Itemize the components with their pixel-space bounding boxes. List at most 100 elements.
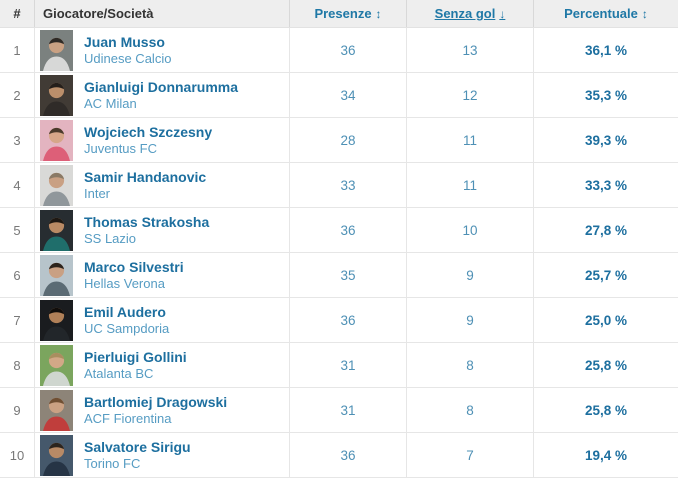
- player-name-link[interactable]: Samir Handanovic: [84, 169, 207, 185]
- presenze-value: 36: [340, 42, 356, 58]
- player-name-link[interactable]: Juan Musso: [84, 34, 165, 50]
- player-text: Bartlomiej Dragowski ACF Fiorentina: [84, 395, 227, 425]
- player-photo[interactable]: [40, 74, 73, 116]
- table-row: 10 Salvatore Sirigu Torino FC 36 7 1: [0, 433, 678, 478]
- player-cell: Thomas Strakosha SS Lazio: [35, 208, 290, 252]
- player-photo[interactable]: [40, 164, 73, 206]
- sort-updown-icon[interactable]: ↕: [375, 7, 382, 21]
- player-name-link[interactable]: Pierluigi Gollini: [84, 349, 187, 365]
- senza-gol-value: 10: [462, 222, 478, 238]
- player-text: Salvatore Sirigu Torino FC: [84, 440, 191, 470]
- percentuale-cell: 25,8 %: [534, 388, 678, 432]
- rank-number: 7: [13, 312, 21, 328]
- player-name-link[interactable]: Emil Audero: [84, 304, 166, 320]
- presenze-cell: 36: [290, 433, 407, 477]
- presenze-value: 28: [340, 132, 356, 148]
- presenze-cell: 36: [290, 208, 407, 252]
- presenze-cell: 36: [290, 298, 407, 342]
- rank-cell: 2: [0, 73, 35, 117]
- presenze-value: 33: [340, 177, 356, 193]
- percentuale-value: 25,8 %: [584, 402, 628, 418]
- player-name-link[interactable]: Marco Silvestri: [84, 259, 184, 275]
- senza-gol-value: 11: [462, 132, 477, 148]
- player-cell: Emil Audero UC Sampdoria: [35, 298, 290, 342]
- player-photo[interactable]: [40, 344, 73, 386]
- club-name-link[interactable]: Juventus FC: [84, 141, 157, 156]
- sort-percentuale-link[interactable]: Percentuale ↕: [564, 6, 648, 21]
- sort-down-icon[interactable]: ↓: [499, 7, 506, 21]
- senza-gol-value: 12: [462, 87, 478, 103]
- player-name-link[interactable]: Salvatore Sirigu: [84, 439, 191, 455]
- senza-gol-value: 8: [466, 357, 474, 373]
- table-row: 3 Wojciech Szczesny Juventus FC 28 11: [0, 118, 678, 163]
- rank-cell: 3: [0, 118, 35, 162]
- club-name-link[interactable]: UC Sampdoria: [84, 321, 170, 336]
- table-row: 4 Samir Handanovic Inter 33 11 33,3: [0, 163, 678, 208]
- header-senza-gol: Senza gol ↓: [407, 0, 534, 27]
- player-name-link[interactable]: Gianluigi Donnarumma: [84, 79, 239, 95]
- rank-cell: 7: [0, 298, 35, 342]
- player-photo[interactable]: [40, 209, 73, 251]
- percentuale-value: 36,1 %: [584, 42, 628, 58]
- club-name-link[interactable]: Hellas Verona: [84, 276, 165, 291]
- senza-gol-cell: 7: [407, 433, 534, 477]
- club-name-link[interactable]: Atalanta BC: [84, 366, 154, 381]
- header-percentuale: Percentuale ↕: [534, 0, 678, 27]
- percentuale-cell: 25,8 %: [534, 343, 678, 387]
- player-photo[interactable]: [40, 29, 73, 71]
- percentuale-value: 19,4 %: [584, 447, 628, 463]
- rank-number: 1: [13, 42, 21, 58]
- sort-senza-gol-link[interactable]: Senza gol ↓: [434, 6, 506, 21]
- presenze-cell: 31: [290, 343, 407, 387]
- rank-number: 10: [9, 447, 25, 463]
- rank-cell: 6: [0, 253, 35, 297]
- table-body: 1 Juan Musso Udinese Calcio 36 13 36: [0, 28, 678, 478]
- table-row: 8 Pierluigi Gollini Atalanta BC 31 8: [0, 343, 678, 388]
- player-name-link[interactable]: Thomas Strakosha: [84, 214, 210, 230]
- player-cell: Marco Silvestri Hellas Verona: [35, 253, 290, 297]
- club-name-link[interactable]: Udinese Calcio: [84, 51, 172, 66]
- club-name-link[interactable]: Torino FC: [84, 456, 141, 471]
- club-name-link[interactable]: SS Lazio: [84, 231, 137, 246]
- presenze-value: 36: [340, 447, 356, 463]
- senza-gol-cell: 13: [407, 28, 534, 72]
- player-name-link[interactable]: Wojciech Szczesny: [84, 124, 213, 140]
- player-photo[interactable]: [40, 119, 73, 161]
- presenze-value: 36: [340, 312, 356, 328]
- presenze-cell: 36: [290, 28, 407, 72]
- club-name-link[interactable]: AC Milan: [84, 96, 137, 111]
- rank-cell: 5: [0, 208, 35, 252]
- presenze-value: 31: [340, 357, 356, 373]
- sort-presenze-link[interactable]: Presenze ↕: [314, 6, 382, 21]
- rank-number: 9: [13, 402, 21, 418]
- rank-cell: 9: [0, 388, 35, 432]
- sort-updown-icon[interactable]: ↕: [641, 7, 648, 21]
- senza-gol-cell: 9: [407, 253, 534, 297]
- rank-number: 5: [13, 222, 21, 238]
- percentuale-value: 39,3 %: [584, 132, 628, 148]
- club-name-link[interactable]: ACF Fiorentina: [84, 411, 172, 426]
- player-name-link[interactable]: Bartlomiej Dragowski: [84, 394, 228, 410]
- senza-gol-cell: 8: [407, 388, 534, 432]
- presenze-value: 31: [340, 402, 356, 418]
- presenze-cell: 34: [290, 73, 407, 117]
- player-text: Juan Musso Udinese Calcio: [84, 35, 171, 65]
- presenze-value: 35: [340, 267, 356, 283]
- player-photo[interactable]: [40, 299, 73, 341]
- senza-gol-cell: 12: [407, 73, 534, 117]
- presenze-value: 36: [340, 222, 356, 238]
- header-rank-label: #: [13, 6, 21, 21]
- presenze-cell: 33: [290, 163, 407, 207]
- header-player-label: Giocatore/Società: [43, 6, 154, 21]
- player-photo[interactable]: [40, 389, 73, 431]
- player-photo[interactable]: [40, 254, 73, 296]
- rank-number: 2: [13, 87, 21, 103]
- player-cell: Pierluigi Gollini Atalanta BC: [35, 343, 290, 387]
- club-name-link[interactable]: Inter: [84, 186, 111, 201]
- player-photo[interactable]: [40, 434, 73, 476]
- rank-cell: 4: [0, 163, 35, 207]
- presenze-value: 34: [340, 87, 356, 103]
- percentuale-value: 27,8 %: [584, 222, 628, 238]
- percentuale-cell: 27,8 %: [534, 208, 678, 252]
